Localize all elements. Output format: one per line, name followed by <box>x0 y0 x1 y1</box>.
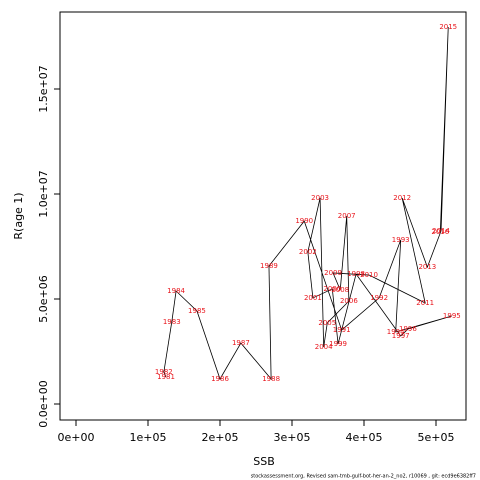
point-label: 1988 <box>262 375 280 383</box>
footer: stockassessment.org, Revised sam-tmb-gul… <box>251 474 476 480</box>
y-tick-label: 5.0e+06 <box>37 275 50 322</box>
x-tick-label: 3e+05 <box>274 431 311 444</box>
point-label: 1998 <box>347 270 365 278</box>
point-label: 1981 <box>157 373 175 381</box>
point-label: 1999 <box>329 340 347 348</box>
point-label: 2015 <box>439 23 457 31</box>
plot-frame <box>59 11 467 421</box>
point-label: 2013 <box>418 263 436 271</box>
x-tick-label: 0e+00 <box>58 431 95 444</box>
point-label: 1985 <box>188 307 206 315</box>
point-label: 1996 <box>399 325 417 333</box>
point-label: 1982 <box>155 368 173 376</box>
point-label: 1991 <box>333 326 351 334</box>
x-tick-label: 1e+05 <box>130 431 167 444</box>
point-label: 1990 <box>295 217 313 225</box>
point-label: 1993 <box>392 236 410 244</box>
point-label: 1989 <box>260 262 278 270</box>
point-label: 1994 <box>387 328 405 336</box>
point-label: 2012 <box>393 194 411 202</box>
series-line <box>163 27 452 381</box>
point-label: 2010 <box>360 271 378 279</box>
point-label: 2005 <box>318 319 336 327</box>
y-tick-label: 1.0e+07 <box>37 170 50 217</box>
point-label: 2016 <box>431 228 449 236</box>
point-label: 1987 <box>232 339 250 347</box>
y-tick-label: 1.5e+07 <box>37 65 50 112</box>
point-label: 2002 <box>299 248 317 256</box>
point-label: 2009 <box>324 269 342 277</box>
x-tick-label: 5e+05 <box>418 431 455 444</box>
point-label: 2001 <box>304 294 322 302</box>
point-label: 1983 <box>163 318 181 326</box>
point-label: 2007 <box>338 212 356 220</box>
point-label: 2006 <box>340 297 358 305</box>
point-label: 1986 <box>211 375 229 383</box>
point-label: 1992 <box>370 294 388 302</box>
x-axis-label: SSB <box>253 455 275 468</box>
point-label: 1997 <box>392 332 410 340</box>
point-label: 2003 <box>311 194 329 202</box>
y-tick-label: 0.0e+00 <box>37 380 50 427</box>
y-axis-label: R(age 1) <box>12 192 25 239</box>
point-label: 2000 <box>323 285 341 293</box>
point-label: 1984 <box>167 287 185 295</box>
point-label: 2014 <box>432 227 450 235</box>
point-label: 2004 <box>315 343 333 351</box>
point-label: 2011 <box>416 299 434 307</box>
x-tick-label: 2e+05 <box>202 431 239 444</box>
x-tick-label: 4e+05 <box>346 431 383 444</box>
point-label: 1995 <box>443 312 461 320</box>
point-label: 2008 <box>331 286 349 294</box>
